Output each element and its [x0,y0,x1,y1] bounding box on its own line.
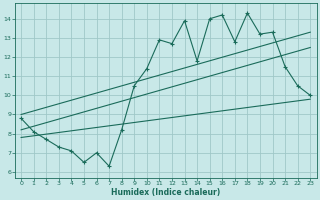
X-axis label: Humidex (Indice chaleur): Humidex (Indice chaleur) [111,188,220,197]
